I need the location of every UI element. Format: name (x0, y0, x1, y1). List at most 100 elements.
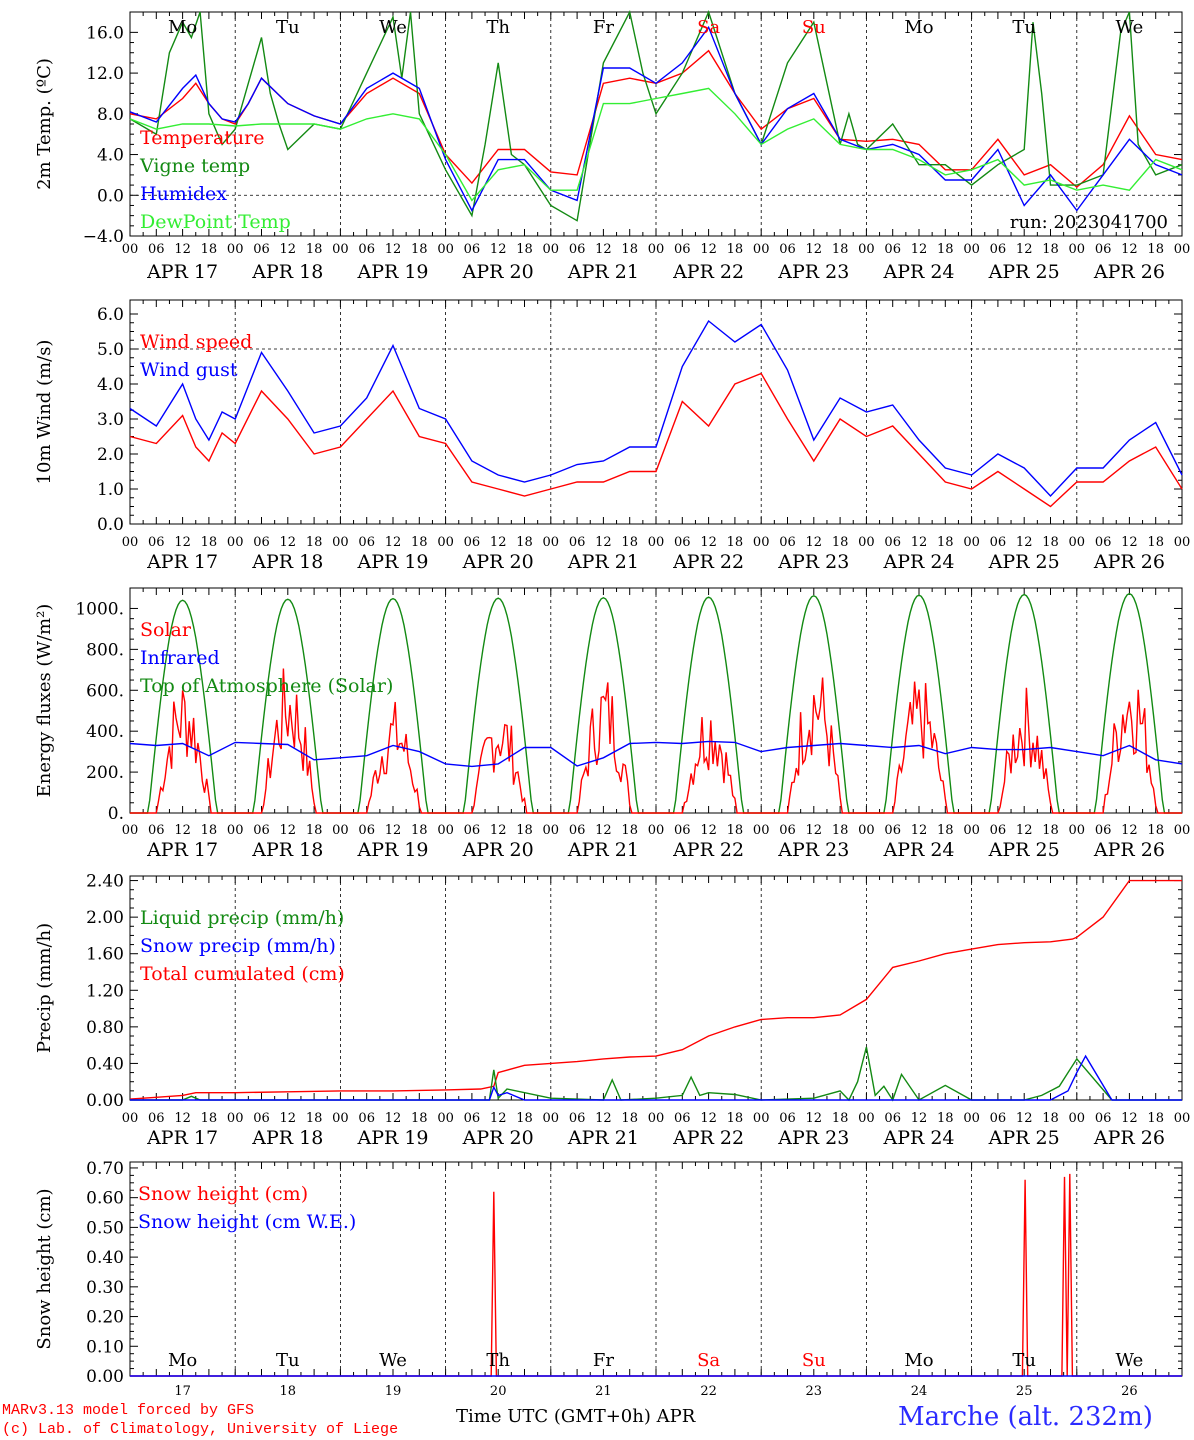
hour-tick-label: 00 (227, 823, 244, 838)
hour-tick-label: 00 (1069, 535, 1086, 550)
hour-tick-label: 06 (148, 1111, 165, 1126)
day-label: APR 23 (777, 261, 849, 283)
hour-tick-label: 06 (884, 242, 901, 257)
hour-tick-label: 18 (411, 535, 428, 550)
y-tick-label: 0.70 (86, 1159, 124, 1179)
hour-tick-label: 06 (569, 535, 586, 550)
day-label: APR 20 (462, 551, 534, 573)
hour-tick-label: 06 (253, 535, 270, 550)
hour-tick-label: 12 (595, 535, 612, 550)
y-tick-label: 0.0 (97, 186, 124, 206)
hour-tick-label: 12 (490, 1111, 507, 1126)
hour-tick-label: 06 (464, 823, 481, 838)
day-number-label: 18 (280, 1384, 297, 1399)
hour-tick-label: 12 (806, 1111, 823, 1126)
hour-tick-label: 00 (858, 823, 875, 838)
hour-tick-label: 06 (1095, 535, 1112, 550)
y-tick-label: 400. (86, 722, 124, 742)
hour-tick-label: 00 (543, 242, 560, 257)
day-label: APR 20 (462, 839, 534, 861)
hour-tick-label: 18 (516, 823, 533, 838)
hour-tick-label: 00 (122, 535, 139, 550)
hour-tick-label: 18 (832, 242, 849, 257)
hour-tick-label: 00 (543, 535, 560, 550)
hour-tick-label: 18 (411, 823, 428, 838)
hour-tick-label: 00 (437, 1111, 454, 1126)
legend-entry: Top of Atmosphere (Solar) (140, 675, 393, 697)
hour-tick-label: 12 (1016, 823, 1033, 838)
hour-tick-label: 12 (806, 823, 823, 838)
legend-entry: Liquid precip (mm/h) (140, 907, 344, 929)
legend-entry: Vigne temp (139, 155, 250, 177)
hour-tick-label: 00 (543, 1111, 560, 1126)
hour-tick-label: 12 (595, 823, 612, 838)
day-number-label: 25 (1016, 1384, 1033, 1399)
hour-tick-label: 00 (332, 242, 349, 257)
hour-tick-label: 12 (385, 823, 402, 838)
hour-tick-label: 00 (648, 1111, 665, 1126)
hour-tick-label: 12 (280, 242, 297, 257)
hour-tick-label: 06 (1095, 1111, 1112, 1126)
weekday-label: Fr (593, 17, 614, 38)
weekday-label: We (1116, 17, 1144, 38)
y-tick-label: 6.0 (97, 305, 124, 325)
day-label: APR 21 (567, 839, 639, 861)
hour-tick-label: 00 (122, 823, 139, 838)
station-label: Marche (alt. 232m) (898, 1402, 1153, 1432)
day-label: APR 21 (567, 551, 639, 573)
hour-tick-label: 06 (779, 1111, 796, 1126)
hour-tick-label: 12 (595, 1111, 612, 1126)
hour-tick-label: 18 (201, 823, 218, 838)
hour-tick-label: 06 (148, 242, 165, 257)
y-tick-label: 8.0 (97, 105, 124, 125)
day-label: APR 24 (882, 551, 954, 573)
hour-tick-label: 00 (963, 242, 980, 257)
y-tick-label: 2.40 (86, 872, 124, 892)
panel-2: 6.0 5.0 4.0 3.0 2.0 1.0 0.0 10m Wind (m/s) Wind … (34, 299, 1190, 573)
hour-tick-label: 06 (884, 823, 901, 838)
hour-tick-label: 18 (937, 535, 954, 550)
hour-tick-label: 06 (1095, 242, 1112, 257)
hour-tick-label: 18 (411, 1111, 428, 1126)
hour-tick-label: 06 (569, 1111, 586, 1126)
hour-tick-label: 06 (990, 242, 1007, 257)
hour-tick-label: 12 (911, 1111, 928, 1126)
weekday-label: Mo (168, 1350, 197, 1371)
day-label: APR 23 (777, 551, 849, 573)
hour-tick-label: 06 (884, 1111, 901, 1126)
hour-tick-label: 18 (832, 1111, 849, 1126)
hour-tick-label: 18 (306, 242, 323, 257)
model-credit: MARv3.13 model forced by GFS (2, 1402, 255, 1419)
hour-tick-label: 06 (779, 242, 796, 257)
hour-tick-label: 18 (832, 823, 849, 838)
day-label: APR 19 (356, 839, 428, 861)
hour-tick-label: 12 (700, 535, 717, 550)
day-label: APR 26 (1093, 261, 1165, 283)
y-tick-label: 800. (86, 640, 124, 660)
y-tick-label: 600. (86, 681, 124, 701)
hour-tick-label: 18 (306, 535, 323, 550)
hour-tick-label: 00 (1069, 242, 1086, 257)
y-tick-label: 1.60 (86, 945, 124, 965)
hour-tick-label: 18 (1042, 823, 1059, 838)
series-snow-precip-mm-h- (130, 1054, 1182, 1101)
hour-tick-label: 00 (648, 535, 665, 550)
hour-tick-label: 06 (990, 535, 1007, 550)
series-infrared (129, 740, 1183, 768)
series-vigne-temp (129, 9, 1183, 222)
hour-tick-label: 18 (727, 823, 744, 838)
day-number-label: 17 (174, 1384, 191, 1399)
legend-entry: Snow height (cm W.E.) (138, 1211, 356, 1233)
hour-tick-label: 00 (227, 1111, 244, 1126)
hour-tick-label: 06 (779, 535, 796, 550)
hour-tick-label: 12 (385, 242, 402, 257)
series-dewpoint-temp (129, 87, 1183, 202)
day-number-label: 24 (911, 1384, 928, 1399)
hour-tick-label: 00 (332, 823, 349, 838)
weekday-label: Su (802, 1350, 826, 1371)
y-tick-label: 0.20 (86, 1308, 124, 1328)
series-wind-speed (129, 372, 1183, 508)
weekday-label: Mo (904, 17, 933, 38)
day-number-label: 23 (806, 1384, 823, 1399)
hour-tick-label: 12 (806, 535, 823, 550)
